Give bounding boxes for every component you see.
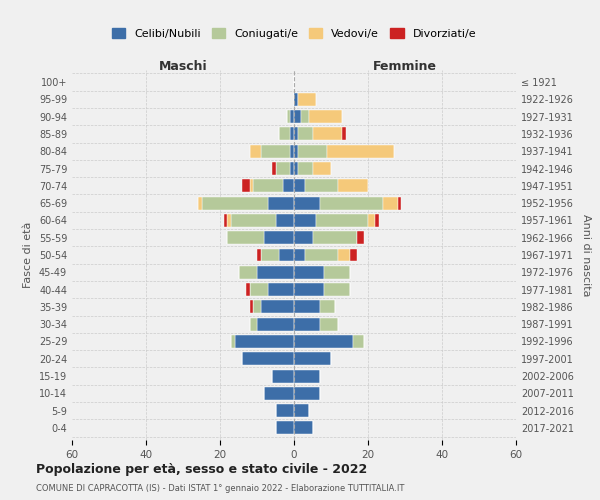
Bar [294, 422, 313, 434]
Text: Femmine: Femmine [373, 60, 437, 74]
Text: COMUNE DI CAPRACOTTA (IS) - Dati ISTAT 1° gennaio 2022 - Elaborazione TUTTITALIA: COMUNE DI CAPRACOTTA (IS) - Dati ISTAT 1… [36, 484, 404, 493]
Bar [242, 352, 294, 365]
Bar [294, 300, 320, 314]
Bar [294, 352, 331, 365]
Bar [290, 145, 294, 158]
Bar [294, 370, 320, 382]
Bar [305, 248, 338, 262]
Bar [294, 110, 301, 123]
Bar [298, 162, 313, 175]
Bar [313, 162, 331, 175]
Bar [268, 196, 294, 209]
Y-axis label: Anni di nascita: Anni di nascita [581, 214, 590, 296]
Text: Popolazione per età, sesso e stato civile - 2022: Popolazione per età, sesso e stato civil… [36, 462, 367, 475]
Bar [349, 248, 357, 262]
Bar [294, 128, 298, 140]
Bar [253, 180, 283, 192]
Bar [275, 404, 294, 417]
Bar [250, 283, 268, 296]
Bar [294, 248, 305, 262]
Bar [250, 180, 253, 192]
Bar [283, 180, 294, 192]
Bar [275, 422, 294, 434]
Bar [250, 145, 260, 158]
Bar [265, 231, 294, 244]
Bar [294, 93, 298, 106]
Bar [313, 231, 357, 244]
Bar [294, 404, 309, 417]
Bar [275, 162, 290, 175]
Bar [279, 248, 294, 262]
Bar [298, 145, 328, 158]
Bar [294, 162, 298, 175]
Bar [290, 128, 294, 140]
Bar [383, 196, 398, 209]
Bar [239, 266, 257, 279]
Bar [294, 283, 323, 296]
Bar [260, 145, 290, 158]
Bar [305, 180, 338, 192]
Bar [338, 248, 349, 262]
Bar [198, 196, 202, 209]
Bar [202, 196, 268, 209]
Bar [294, 214, 316, 227]
Bar [298, 128, 313, 140]
Bar [294, 266, 323, 279]
Bar [253, 300, 260, 314]
Bar [260, 300, 294, 314]
Bar [250, 318, 257, 330]
Bar [227, 214, 231, 227]
Bar [398, 196, 401, 209]
Bar [298, 93, 316, 106]
Bar [316, 214, 368, 227]
Legend: Celibi/Nubili, Coniugati/e, Vedovi/e, Divorziati/e: Celibi/Nubili, Coniugati/e, Vedovi/e, Di… [107, 24, 481, 44]
Bar [290, 162, 294, 175]
Bar [323, 283, 349, 296]
Bar [294, 145, 298, 158]
Bar [294, 318, 320, 330]
Bar [268, 283, 294, 296]
Bar [294, 231, 313, 244]
Bar [279, 128, 290, 140]
Bar [290, 110, 294, 123]
Bar [338, 180, 368, 192]
Bar [309, 110, 342, 123]
Bar [294, 196, 320, 209]
Bar [272, 370, 294, 382]
Y-axis label: Fasce di età: Fasce di età [23, 222, 33, 288]
Bar [250, 300, 253, 314]
Bar [313, 128, 342, 140]
Bar [257, 318, 294, 330]
Bar [328, 145, 394, 158]
Bar [368, 214, 376, 227]
Bar [323, 266, 349, 279]
Bar [342, 128, 346, 140]
Bar [227, 231, 265, 244]
Bar [231, 214, 275, 227]
Bar [301, 110, 309, 123]
Bar [235, 335, 294, 348]
Bar [265, 387, 294, 400]
Bar [224, 214, 227, 227]
Bar [231, 335, 235, 348]
Bar [246, 283, 250, 296]
Bar [294, 387, 320, 400]
Bar [294, 180, 305, 192]
Bar [260, 248, 279, 262]
Bar [357, 231, 364, 244]
Bar [320, 300, 335, 314]
Bar [272, 162, 275, 175]
Bar [353, 335, 364, 348]
Bar [257, 266, 294, 279]
Bar [294, 335, 353, 348]
Bar [275, 214, 294, 227]
Bar [257, 248, 260, 262]
Bar [320, 196, 383, 209]
Bar [242, 180, 250, 192]
Bar [320, 318, 338, 330]
Text: Maschi: Maschi [158, 60, 208, 74]
Bar [376, 214, 379, 227]
Bar [287, 110, 290, 123]
